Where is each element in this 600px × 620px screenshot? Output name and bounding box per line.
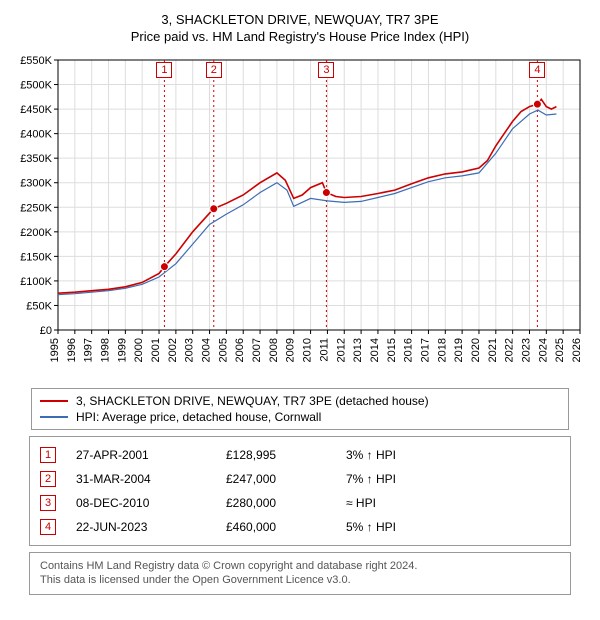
svg-text:2004: 2004 (201, 338, 213, 362)
legend-swatch-property (40, 400, 68, 402)
svg-text:2019: 2019 (453, 338, 465, 362)
svg-text:2025: 2025 (554, 338, 566, 362)
svg-text:£200K: £200K (20, 227, 52, 239)
sale-date: 31-MAR-2004 (76, 472, 226, 486)
sale-marker-label: 1 (156, 62, 172, 78)
svg-text:2006: 2006 (234, 338, 246, 362)
svg-text:1998: 1998 (100, 338, 112, 362)
svg-text:£350K: £350K (20, 153, 52, 165)
svg-text:2021: 2021 (487, 338, 499, 362)
svg-text:2003: 2003 (184, 338, 196, 362)
chart-title-block: 3, SHACKLETON DRIVE, NEWQUAY, TR7 3PE Pr… (10, 12, 590, 44)
svg-text:2011: 2011 (318, 338, 330, 362)
svg-text:2000: 2000 (133, 338, 145, 362)
sale-number-box: 1 (40, 447, 56, 463)
svg-text:2018: 2018 (436, 338, 448, 362)
svg-text:£100K: £100K (20, 276, 52, 288)
svg-text:£550K: £550K (20, 55, 52, 67)
svg-text:2014: 2014 (369, 338, 381, 362)
svg-text:2001: 2001 (150, 338, 162, 362)
table-row: 3 08-DEC-2010£280,000≈ HPI (40, 491, 560, 515)
svg-text:2010: 2010 (302, 338, 314, 362)
sale-number-box: 2 (40, 471, 56, 487)
svg-text:2015: 2015 (386, 338, 398, 362)
table-row: 1 27-APR-2001£128,9953% ↑ HPI (40, 443, 560, 467)
sale-price: £280,000 (226, 496, 346, 510)
sale-price: £128,995 (226, 448, 346, 462)
svg-text:£0: £0 (40, 325, 52, 337)
svg-text:£150K: £150K (20, 251, 52, 263)
svg-text:2024: 2024 (537, 338, 549, 362)
sale-date: 08-DEC-2010 (76, 496, 226, 510)
sale-price: £247,000 (226, 472, 346, 486)
svg-text:£400K: £400K (20, 129, 52, 141)
legend-item: 3, SHACKLETON DRIVE, NEWQUAY, TR7 3PE (d… (40, 393, 560, 409)
sale-number-box: 4 (40, 519, 56, 535)
svg-text:2002: 2002 (167, 338, 179, 362)
sale-number-box: 3 (40, 495, 56, 511)
legend-swatch-hpi (40, 416, 68, 418)
sale-date: 22-JUN-2023 (76, 520, 226, 534)
attribution-footer: Contains HM Land Registry data © Crown c… (29, 552, 571, 595)
svg-text:2022: 2022 (504, 338, 516, 362)
legend-item: HPI: Average price, detached house, Corn… (40, 409, 560, 425)
sale-vs-hpi: 5% ↑ HPI (346, 520, 396, 534)
svg-text:2013: 2013 (352, 338, 364, 362)
sale-vs-hpi: 7% ↑ HPI (346, 472, 396, 486)
svg-text:2017: 2017 (419, 338, 431, 362)
svg-text:£50K: £50K (26, 300, 52, 312)
svg-text:2008: 2008 (268, 338, 280, 362)
footer-line: Contains HM Land Registry data © Crown c… (40, 559, 560, 573)
legend: 3, SHACKLETON DRIVE, NEWQUAY, TR7 3PE (d… (31, 388, 569, 430)
table-row: 4 22-JUN-2023£460,0005% ↑ HPI (40, 515, 560, 539)
svg-text:2016: 2016 (403, 338, 415, 362)
price-chart: £0 £50K £100K £150K £200K £250K £300K £350K £400… (10, 50, 590, 380)
svg-text:2007: 2007 (251, 338, 263, 362)
sale-date: 27-APR-2001 (76, 448, 226, 462)
svg-text:1999: 1999 (116, 338, 128, 362)
title-subtitle: Price paid vs. HM Land Registry's House … (10, 29, 590, 44)
svg-text:£450K: £450K (20, 104, 52, 116)
title-address: 3, SHACKLETON DRIVE, NEWQUAY, TR7 3PE (10, 12, 590, 27)
sale-price: £460,000 (226, 520, 346, 534)
table-row: 2 31-MAR-2004£247,0007% ↑ HPI (40, 467, 560, 491)
svg-text:2012: 2012 (335, 338, 347, 362)
sales-table: 1 27-APR-2001£128,9953% ↑ HPI 2 31-MAR-2004… (29, 436, 571, 546)
svg-text:2005: 2005 (217, 338, 229, 362)
sale-vs-hpi: 3% ↑ HPI (346, 448, 396, 462)
sale-marker-label: 4 (529, 62, 545, 78)
svg-text:£250K: £250K (20, 202, 52, 214)
chart-container: £0 £50K £100K £150K £200K £250K £300K £350K £400… (10, 50, 590, 380)
sale-marker-label: 2 (206, 62, 222, 78)
svg-text:1995: 1995 (49, 338, 61, 362)
svg-text:2023: 2023 (520, 338, 532, 362)
svg-text:£500K: £500K (20, 80, 52, 92)
legend-label: HPI: Average price, detached house, Corn… (76, 410, 321, 424)
svg-text:2026: 2026 (571, 338, 583, 362)
sale-marker-label: 3 (318, 62, 334, 78)
sale-vs-hpi: ≈ HPI (346, 496, 376, 510)
svg-text:2020: 2020 (470, 338, 482, 362)
svg-text:1996: 1996 (66, 338, 78, 362)
legend-label: 3, SHACKLETON DRIVE, NEWQUAY, TR7 3PE (d… (76, 394, 429, 408)
svg-text:1997: 1997 (83, 338, 95, 362)
svg-text:£300K: £300K (20, 178, 52, 190)
svg-text:2009: 2009 (285, 338, 297, 362)
footer-line: This data is licensed under the Open Gov… (40, 573, 560, 587)
